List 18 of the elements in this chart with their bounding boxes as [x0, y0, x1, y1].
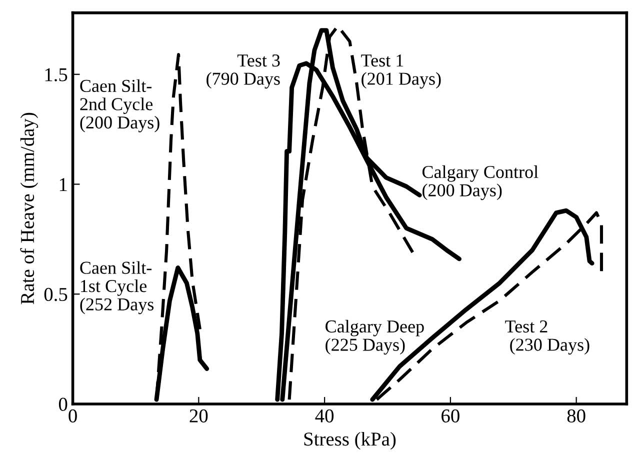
y-tick-label: 0	[58, 398, 68, 411]
y-tick-label: 1.5	[45, 68, 68, 82]
annotation: Test 2 (230 Days)	[505, 320, 590, 355]
annotation: Calgary Deep (225 Days)	[326, 320, 424, 355]
x-axis-title: Stress (kPa)	[304, 432, 396, 450]
y-tick-label: 0.5	[44, 288, 68, 302]
y-axis-title: Rate of Heave (mm/day)	[20, 112, 38, 304]
x-tick-label: 20	[190, 409, 208, 422]
annotation: Calgary Control (200 Days)	[422, 165, 538, 200]
x-tick-label: 40	[315, 409, 334, 422]
annotation: Test 3 (790 Days	[206, 54, 280, 89]
annotation: Caen Silt- 2nd Cycle (200 Days)	[80, 79, 160, 132]
annotation: Caen Silt- 1st Cycle (252 Days	[80, 261, 154, 314]
x-tick-label: 0	[68, 409, 77, 422]
x-tick-label: 60	[442, 409, 460, 422]
annotation: Test 1 (201 Days)	[361, 54, 441, 89]
x-tick-label: 80	[567, 409, 586, 422]
y-tick-label: 1	[60, 178, 67, 191]
